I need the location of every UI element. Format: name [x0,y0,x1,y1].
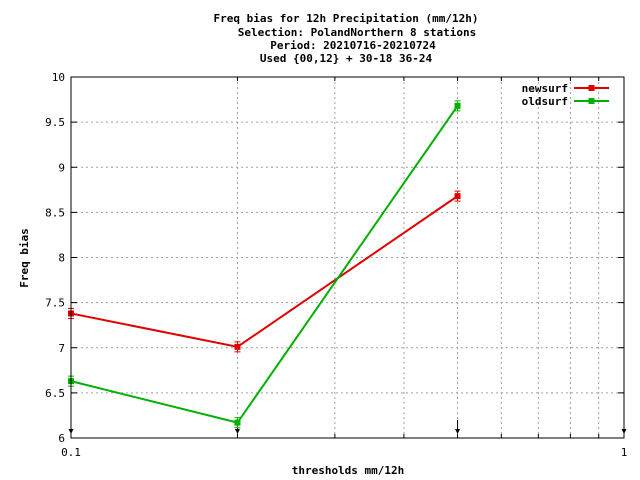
plot-frame [70,76,625,439]
legend-label-newsurf: newsurf [522,82,568,95]
series-lines [68,100,461,429]
legend-label-oldsurf: oldsurf [522,95,568,108]
data-point-newsurf [454,190,461,202]
data-point-oldsurf [454,100,461,112]
threshold-markers [68,420,627,434]
y-tick-label: 7 [58,342,65,355]
gridlines [71,77,624,438]
legend-marker-newsurf [588,85,595,91]
y-tick-label: 9.5 [45,116,65,129]
axis-ticks: 6 6.5 7 7.5 8 8.5 9 9.5 10 0.1 1 [45,71,627,459]
y-axis-label: Freq bias [18,228,31,288]
x-tick-label: 0.1 [61,446,81,459]
y-tick-label: 6.5 [45,387,65,400]
y-tick-label: 7.5 [45,297,65,310]
title-line-1: Freq bias for 12h Precipitation (mm/12h) [214,12,479,25]
x-axis-label: thresholds mm/12h [292,464,405,477]
y-tick-label: 10 [52,71,65,84]
title-line-4: Used {00,12} + 30-18 36-24 [260,52,433,65]
legend-marker-oldsurf [588,98,595,104]
y-tick-label: 8.5 [45,206,65,219]
title-line-3: Period: 20210716-20210724 [270,39,436,52]
title-line-2: Selection: PolandNorthern 8 stations [238,26,476,39]
y-tick-label: 8 [58,252,65,265]
x-tick-label: 1 [621,446,628,459]
y-tick-label: 9 [58,161,65,174]
series-line-newsurf [70,195,459,348]
data-point-oldsurf [234,417,241,429]
chart-title: Freq bias for 12h Precipitation (mm/12h)… [214,12,479,65]
y-tick-label: 6 [58,432,65,445]
data-point-newsurf [234,341,241,353]
threshold-marker [455,420,461,434]
series-line-oldsurf [70,105,459,424]
